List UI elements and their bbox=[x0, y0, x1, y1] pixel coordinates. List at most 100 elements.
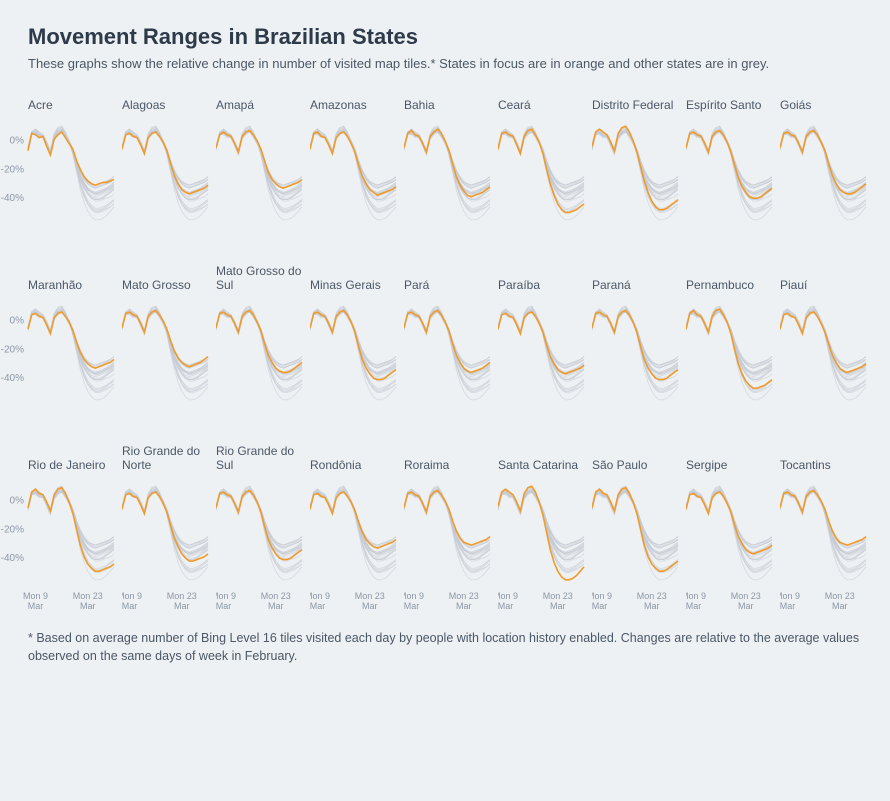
x-tick-label: Mar bbox=[310, 601, 325, 611]
sparkline-chart bbox=[592, 295, 680, 435]
x-tick-label: Mon 23 bbox=[73, 591, 103, 601]
x-tick-label: Mar bbox=[28, 601, 44, 611]
x-tick-label: Mon 9 bbox=[122, 591, 142, 601]
chart-panel: São PauloMon 9MarMon 23Mar bbox=[592, 445, 680, 615]
panel-title: Roraima bbox=[404, 445, 492, 475]
chart-panel: Rio Grande do NorteMon 9MarMon 23Mar bbox=[122, 445, 210, 615]
x-tick-label: Mon 23 bbox=[355, 591, 385, 601]
sparkline-chart bbox=[404, 295, 492, 435]
small-multiples-grid: Acre0%-20%-40%AlagoasAmapáAmazonasBahiaC… bbox=[28, 85, 862, 615]
focus-line bbox=[686, 131, 772, 199]
x-tick-label: Mar bbox=[738, 601, 754, 611]
sparkline-chart: Mon 9MarMon 23Mar bbox=[216, 475, 304, 615]
x-tick-label: Mar bbox=[80, 601, 96, 611]
panel-title: Mato Grosso bbox=[122, 265, 210, 295]
x-tick-label: Mar bbox=[686, 601, 701, 611]
sparkline-chart: Mon 9MarMon 23Mar bbox=[404, 475, 492, 615]
panel-title: Rondônia bbox=[310, 445, 398, 475]
chart-panel: TocantinsMon 9MarMon 23Mar bbox=[780, 445, 868, 615]
x-tick-label: Mon 9 bbox=[404, 591, 424, 601]
focus-line bbox=[592, 311, 678, 380]
y-tick-label: 0% bbox=[10, 316, 25, 327]
y-tick-label: -40% bbox=[1, 193, 24, 204]
y-tick-label: 0% bbox=[10, 136, 25, 147]
chart-panel: Bahia bbox=[404, 85, 492, 255]
x-tick-label: Mar bbox=[456, 601, 472, 611]
x-tick-label: Mon 9 bbox=[592, 591, 612, 601]
panel-title: São Paulo bbox=[592, 445, 680, 475]
sparkline-chart bbox=[498, 295, 586, 435]
y-tick-label: 0% bbox=[10, 496, 25, 507]
focus-line bbox=[780, 491, 866, 546]
x-tick-label: Mar bbox=[832, 601, 848, 611]
chart-panel: Mato Grosso do Sul bbox=[216, 265, 304, 435]
focus-line bbox=[310, 492, 396, 548]
focus-line bbox=[122, 311, 208, 367]
y-tick-label: -40% bbox=[1, 553, 24, 564]
x-tick-label: Mar bbox=[550, 601, 566, 611]
sparkline-chart bbox=[498, 115, 586, 255]
panel-title: Paraíba bbox=[498, 265, 586, 295]
panel-title: Mato Grosso do Sul bbox=[216, 265, 304, 295]
focus-line bbox=[28, 312, 114, 368]
panel-title: Rio Grande do Sul bbox=[216, 445, 304, 475]
panel-title: Rio Grande do Norte bbox=[122, 445, 210, 475]
sparkline-chart bbox=[686, 115, 774, 255]
panel-title: Piauí bbox=[780, 265, 868, 295]
chart-panel: RoraimaMon 9MarMon 23Mar bbox=[404, 445, 492, 615]
x-tick-label: Mar bbox=[780, 601, 795, 611]
chart-panel: Santa CatarinaMon 9MarMon 23Mar bbox=[498, 445, 586, 615]
chart-panel: Amapá bbox=[216, 85, 304, 255]
focus-line bbox=[28, 132, 114, 185]
panel-title: Pará bbox=[404, 265, 492, 295]
panel-title: Alagoas bbox=[122, 85, 210, 115]
x-tick-label: Mon 9 bbox=[686, 591, 706, 601]
focus-line bbox=[404, 491, 490, 546]
y-tick-label: -20% bbox=[1, 164, 24, 175]
sparkline-chart bbox=[216, 295, 304, 435]
sparkline-chart bbox=[780, 115, 868, 255]
x-tick-label: Mar bbox=[174, 601, 190, 611]
x-tick-label: Mar bbox=[404, 601, 419, 611]
sparkline-chart: Mon 9MarMon 23Mar bbox=[592, 475, 680, 615]
sparkline-chart bbox=[592, 115, 680, 255]
y-tick-label: -20% bbox=[1, 344, 24, 355]
chart-panel: RondôniaMon 9MarMon 23Mar bbox=[310, 445, 398, 615]
sparkline-chart: Mon 9MarMon 23Mar bbox=[310, 475, 398, 615]
sparkline-chart: Mon 9MarMon 23Mar bbox=[498, 475, 586, 615]
sparkline-chart: 0%-20%-40%Mon 9MarMon 23Mar bbox=[28, 475, 116, 615]
chart-panel: Minas Gerais bbox=[310, 265, 398, 435]
focus-line bbox=[216, 491, 302, 560]
sparkline-chart: Mon 9MarMon 23Mar bbox=[686, 475, 774, 615]
x-tick-label: Mon 23 bbox=[261, 591, 291, 601]
chart-panel: SergipeMon 9MarMon 23Mar bbox=[686, 445, 774, 615]
panel-title: Acre bbox=[28, 85, 116, 115]
panel-title: Pernambuco bbox=[686, 265, 774, 295]
sparkline-chart bbox=[310, 115, 398, 255]
y-tick-label: -20% bbox=[1, 524, 24, 535]
panel-title: Distrito Federal bbox=[592, 85, 680, 115]
sparkline-chart: Mon 9MarMon 23Mar bbox=[122, 475, 210, 615]
chart-panel: Mato Grosso bbox=[122, 265, 210, 435]
panel-title: Minas Gerais bbox=[310, 265, 398, 295]
x-tick-label: Mar bbox=[122, 601, 137, 611]
y-tick-label: -40% bbox=[1, 373, 24, 384]
x-tick-label: Mon 9 bbox=[498, 591, 518, 601]
panel-title: Ceará bbox=[498, 85, 586, 115]
chart-panel: Espírito Santo bbox=[686, 85, 774, 255]
panel-title: Paraná bbox=[592, 265, 680, 295]
chart-panel: Rio Grande do SulMon 9MarMon 23Mar bbox=[216, 445, 304, 615]
x-tick-label: Mon 9 bbox=[310, 591, 330, 601]
chart-panel: Piauí bbox=[780, 265, 868, 435]
sparkline-chart bbox=[122, 295, 210, 435]
sparkline-chart bbox=[686, 295, 774, 435]
focus-line bbox=[498, 486, 584, 580]
x-tick-label: Mon 9 bbox=[23, 591, 48, 601]
x-tick-label: Mon 23 bbox=[637, 591, 667, 601]
chart-panel: Rio de Janeiro0%-20%-40%Mon 9MarMon 23Ma… bbox=[28, 445, 116, 615]
x-tick-label: Mon 23 bbox=[167, 591, 197, 601]
chart-panel: Ceará bbox=[498, 85, 586, 255]
chart-panel: Alagoas bbox=[122, 85, 210, 255]
x-tick-label: Mar bbox=[268, 601, 284, 611]
chart-panel: Paraíba bbox=[498, 265, 586, 435]
